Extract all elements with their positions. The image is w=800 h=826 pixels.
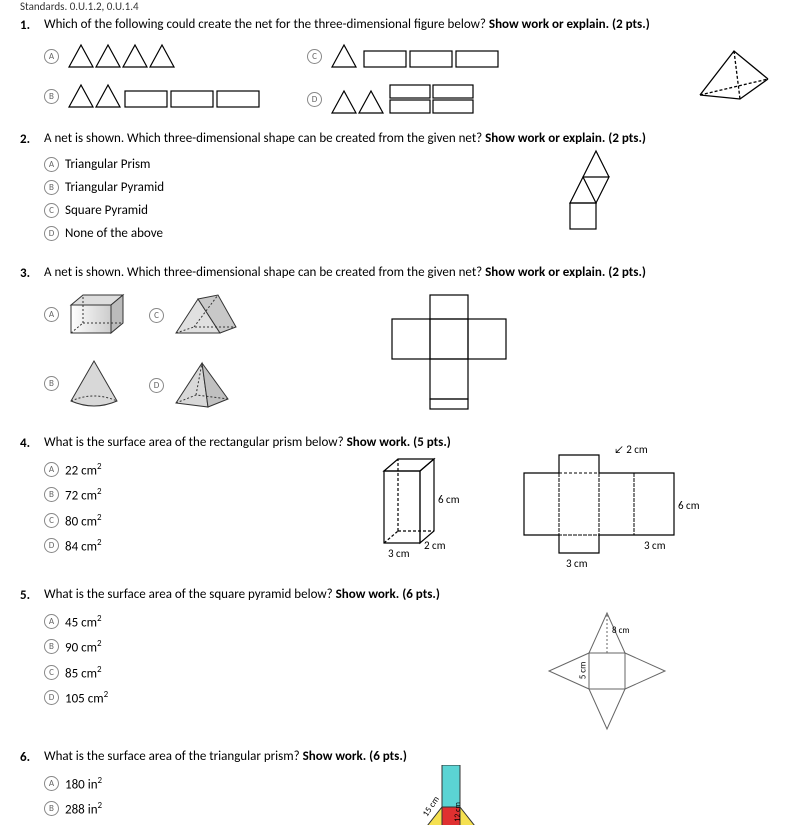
q5-opt-c-label: 85 cm2 — [65, 664, 102, 681]
q1-text: Which of the following could create the … — [44, 17, 780, 32]
two-tri-three-rect-icon — [67, 83, 267, 109]
question-6: 6. What is the surface area of the trian… — [20, 749, 780, 826]
cone-pyramid-icon — [65, 357, 123, 409]
q5-opt-d-label: 105 cm2 — [65, 689, 108, 706]
q3-opt-a[interactable]: A — [44, 307, 59, 322]
q4-opt-c-label: 80 cm2 — [65, 512, 102, 529]
q4-opt-d[interactable]: D — [44, 538, 59, 553]
q4-net-d: ↙ 2 cm — [614, 443, 648, 456]
q6-number: 6. — [20, 749, 44, 765]
q6-opt-a[interactable]: A — [44, 776, 59, 791]
one-tri-three-rect-icon — [330, 43, 510, 69]
q4-net-bot: 3 cm — [566, 557, 588, 570]
q2-opt-b-label: Triangular Pyramid — [65, 180, 164, 195]
q3-number: 3. — [20, 265, 44, 281]
rect-prism-net-icon — [504, 451, 684, 571]
q5-opt-d[interactable]: D — [44, 690, 59, 705]
question-3: 3. A net is shown. Which three-dimension… — [20, 265, 780, 419]
question-1: 1. Which of the following could create t… — [20, 17, 780, 115]
cuboid-icon — [65, 291, 129, 337]
q4-opt-a-label: 22 cm2 — [65, 461, 102, 478]
q5-number: 5. — [20, 587, 44, 603]
q4-opt-b[interactable]: B — [44, 487, 59, 502]
q2-opt-d[interactable]: D — [44, 226, 59, 241]
q5-opt-b[interactable]: B — [44, 639, 59, 654]
q3-text: A net is shown. Which three-dimensional … — [44, 265, 780, 280]
q1-opt-c[interactable]: C — [307, 49, 322, 64]
q5-dim-slant: 8 cm — [612, 625, 630, 636]
q6-opt-a-label: 180 in2 — [65, 775, 102, 792]
q5-opt-c[interactable]: C — [44, 665, 59, 680]
q1-opt-b[interactable]: B — [44, 89, 59, 104]
question-2: 2. A net is shown. Which three-dimension… — [20, 131, 780, 249]
q6-opt-b[interactable]: B — [44, 801, 59, 816]
q2-text: A net is shown. Which three-dimensional … — [44, 131, 780, 146]
standards-header: Standards. 0.U.1.2, 0.U.1.4 — [20, 0, 780, 13]
q6-dim-b: 12 cm — [453, 802, 463, 822]
q5-dim-side: 5 cm — [577, 662, 588, 680]
two-tri-stacked-rect-icon — [330, 83, 480, 115]
q4-opt-b-label: 72 cm2 — [65, 486, 102, 503]
q6-opt-b-label: 288 in2 — [65, 800, 102, 817]
q2-opt-c[interactable]: C — [44, 203, 59, 218]
question-4: 4. What is the surface area of the recta… — [20, 435, 780, 571]
q5-opt-a[interactable]: A — [44, 614, 59, 629]
q4-opt-d-label: 84 cm2 — [65, 537, 102, 554]
square-pyramid-net-icon — [534, 603, 684, 733]
q5-opt-a-label: 45 cm2 — [65, 613, 102, 630]
square-pyramid-icon — [170, 359, 234, 411]
q1-number: 1. — [20, 17, 44, 33]
q3-opt-c[interactable]: C — [149, 308, 164, 323]
q5-opt-b-label: 90 cm2 — [65, 638, 102, 655]
tri-prism-icon — [170, 291, 240, 339]
q2-opt-b[interactable]: B — [44, 180, 59, 195]
four-triangles-icon — [67, 43, 177, 69]
q1-opt-a[interactable]: A — [44, 49, 59, 64]
q4-net-h: 6 cm — [678, 499, 700, 512]
q6-text: What is the surface area of the triangul… — [44, 749, 780, 764]
q4-opt-c[interactable]: C — [44, 513, 59, 528]
q4-number: 4. — [20, 435, 44, 451]
q5-text: What is the surface area of the square p… — [44, 587, 780, 602]
q4-net-w: 3 cm — [644, 539, 666, 552]
q4-opt-a[interactable]: A — [44, 462, 59, 477]
q4-dim-d: 2 cm — [424, 539, 446, 552]
q4-dim-h: 6 cm — [438, 493, 460, 506]
q2-number: 2. — [20, 131, 44, 147]
question-5: 5. What is the surface area of the squar… — [20, 587, 780, 733]
pyramid-net-icon — [550, 147, 620, 237]
cross-net-icon — [380, 291, 520, 411]
q2-opt-c-label: Square Pyramid — [65, 203, 148, 218]
q4-dim-w: 3 cm — [388, 547, 410, 560]
q2-opt-d-label: None of the above — [65, 226, 163, 241]
q3-opt-d[interactable]: D — [149, 378, 164, 393]
q2-opt-a-label: Triangular Prism — [65, 157, 150, 172]
q3-opt-b[interactable]: B — [44, 376, 59, 391]
q2-opt-a[interactable]: A — [44, 157, 59, 172]
triangular-prism-3d-icon — [690, 39, 780, 103]
q1-opt-d[interactable]: D — [307, 92, 322, 107]
q4-text: What is the surface area of the rectangu… — [44, 435, 780, 450]
